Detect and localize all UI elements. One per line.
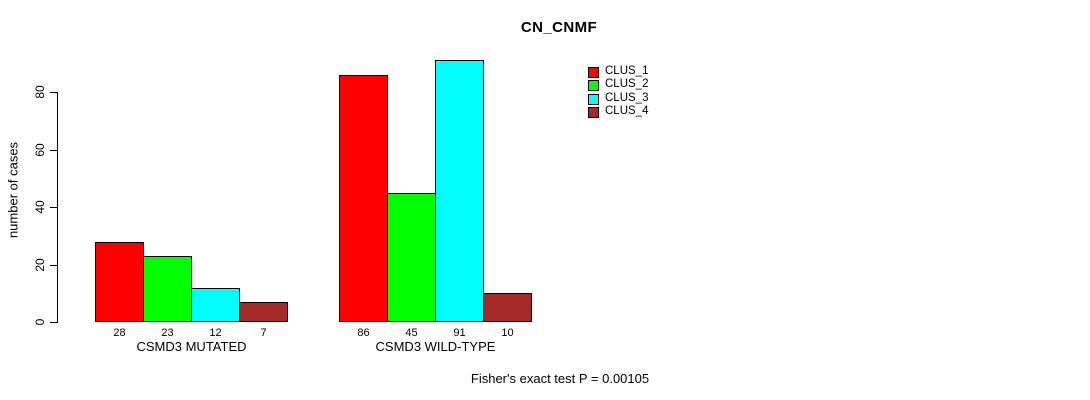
bar-clus_4-group1 bbox=[239, 301, 288, 322]
bar-value-label: 86 bbox=[357, 327, 370, 339]
bar-value-label: 28 bbox=[113, 327, 126, 339]
bar-clus_2-group1 bbox=[143, 255, 192, 322]
legend-swatch-clus_1 bbox=[588, 67, 599, 78]
legend-swatch-clus_2 bbox=[588, 80, 599, 92]
annotation-text: Fisher's exact test P = 0.00105 bbox=[470, 371, 650, 386]
y-axis-tick bbox=[50, 322, 58, 323]
bar-clus_1-group2 bbox=[339, 74, 388, 322]
bar-clus_1-group1 bbox=[95, 241, 144, 322]
y-axis-tick bbox=[50, 149, 58, 151]
y-axis-tick-label: 20 bbox=[33, 257, 47, 272]
y-axis-tick bbox=[50, 92, 58, 93]
legend-label-clus_3: CLUS_3 bbox=[605, 91, 649, 104]
bar-value-label: 23 bbox=[161, 327, 174, 339]
y-axis-tick bbox=[50, 207, 58, 208]
legend-label-clus_4: CLUS_4 bbox=[605, 105, 649, 118]
bar-clus_3-group2 bbox=[435, 60, 484, 322]
y-axis-tick bbox=[50, 264, 58, 266]
bar-value-label: 10 bbox=[501, 327, 514, 339]
bar-value-label: 45 bbox=[405, 327, 418, 339]
bar-value-label: 12 bbox=[209, 327, 222, 339]
bar-clus_2-group2 bbox=[387, 192, 436, 322]
legend-swatch-clus_3 bbox=[588, 93, 599, 105]
y-axis-tick-label: 60 bbox=[33, 142, 47, 157]
bar-clus_4-group2 bbox=[483, 293, 532, 322]
y-axis-tick-label: 40 bbox=[33, 200, 47, 214]
legend-swatch-clus_4 bbox=[588, 107, 599, 119]
bar-value-label: 91 bbox=[453, 327, 466, 339]
legend-label-clus_1: CLUS_1 bbox=[605, 65, 649, 77]
y-axis-tick-label: 0 bbox=[33, 318, 47, 326]
chart-title: CN_CNMF bbox=[520, 19, 598, 36]
category-label: CSMD3 MUTATED bbox=[136, 339, 247, 354]
bar-value-label: 7 bbox=[260, 327, 267, 339]
legend-label-clus_2: CLUS_2 bbox=[605, 78, 649, 91]
bar-clus_3-group1 bbox=[191, 287, 240, 322]
category-label: CSMD3 WILD-TYPE bbox=[375, 339, 496, 354]
y-axis-tick-label: 80 bbox=[33, 85, 47, 99]
